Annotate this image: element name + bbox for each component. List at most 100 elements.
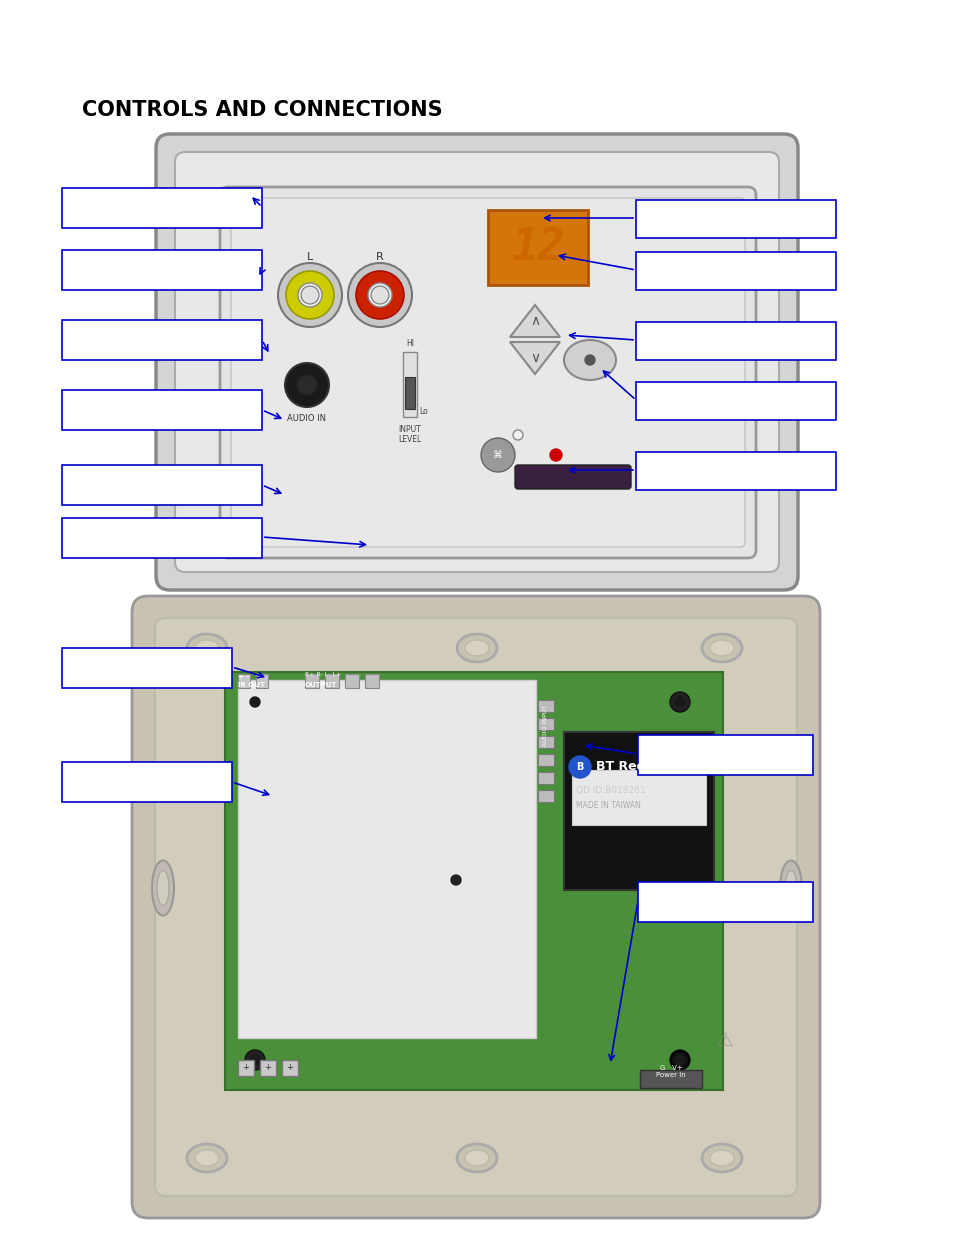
Text: OUTPUT: OUTPUT [305,682,337,688]
Text: B: B [576,762,583,772]
Bar [636,452,835,490]
Ellipse shape [709,1150,733,1166]
Circle shape [584,354,595,366]
Text: +: + [286,1063,294,1072]
Bar [563,732,713,890]
Text: ⌘: ⌘ [493,450,502,459]
Circle shape [301,287,318,304]
Bar [537,755,554,766]
Bar [225,672,722,1091]
Text: ∧: ∧ [529,314,539,329]
Circle shape [296,375,316,395]
Bar [537,700,554,713]
Text: MADE IN TAIWAN: MADE IN TAIWAN [576,802,640,810]
Circle shape [277,263,341,327]
Bar [402,352,416,417]
Bar [260,1060,275,1076]
Text: Lo: Lo [418,406,427,415]
Circle shape [480,438,515,472]
Circle shape [285,363,329,408]
Text: R: R [375,252,383,262]
Bar [62,648,232,688]
Circle shape [670,1051,688,1070]
Text: ∨: ∨ [529,351,539,366]
Text: AUDIO IN: AUDIO IN [287,414,326,424]
Text: QD ID:B018261: QD ID:B018261 [576,785,645,794]
FancyBboxPatch shape [174,152,779,572]
Bar [62,249,262,290]
Bar [537,736,554,748]
Bar [636,200,835,238]
Ellipse shape [784,871,796,905]
Bar [62,517,262,558]
Text: +: + [264,1063,272,1072]
Circle shape [675,1055,684,1065]
Ellipse shape [194,1150,219,1166]
Bar [255,674,268,688]
FancyBboxPatch shape [132,597,820,1218]
Text: IR OUT: IR OUT [237,682,265,688]
Bar [537,790,554,802]
Bar [62,188,262,228]
Bar [237,680,536,1037]
Text: HI: HI [406,338,414,348]
Ellipse shape [701,1144,741,1172]
Ellipse shape [456,634,497,662]
FancyBboxPatch shape [220,186,755,558]
Bar [405,377,415,409]
Bar [62,320,262,359]
Ellipse shape [563,340,616,380]
Circle shape [368,283,392,308]
Circle shape [669,692,689,713]
Bar [537,718,554,730]
Circle shape [286,270,334,319]
FancyBboxPatch shape [515,466,630,489]
Ellipse shape [456,1144,497,1172]
Circle shape [550,450,561,461]
Ellipse shape [464,640,489,656]
Bar [537,772,554,784]
Bar [638,882,812,923]
Text: L: L [307,252,313,262]
Bar [62,466,262,505]
Text: INPUT: INPUT [398,425,421,433]
Circle shape [568,756,590,778]
Bar [237,1060,253,1076]
Circle shape [355,270,403,319]
Bar [488,210,587,285]
Ellipse shape [194,640,219,656]
Text: AUDIO INPUT: AUDIO INPUT [543,705,548,746]
Ellipse shape [187,634,227,662]
Bar [639,1070,701,1088]
Bar [282,1060,297,1076]
Bar [365,674,378,688]
Text: LEVEL: LEVEL [398,435,421,445]
Bar [572,769,705,825]
Bar [305,674,318,688]
Text: +: + [242,1063,249,1072]
Text: + -: + - [237,674,249,680]
Bar [62,390,262,430]
Ellipse shape [709,640,733,656]
Ellipse shape [152,861,173,915]
Ellipse shape [701,634,741,662]
FancyBboxPatch shape [156,135,797,590]
Circle shape [669,1050,689,1070]
Circle shape [297,283,322,308]
Circle shape [447,871,464,889]
Bar [345,674,358,688]
Polygon shape [510,342,559,374]
Circle shape [513,430,522,440]
Bar [636,252,835,290]
Bar [325,674,338,688]
Text: R+ R- L- L+: R+ R- L- L+ [305,672,341,677]
Text: 12: 12 [511,226,564,269]
Ellipse shape [780,861,801,915]
Circle shape [245,692,265,713]
Text: BT Receiver: BT Receiver [596,761,679,773]
Bar [636,382,835,420]
Bar [638,735,812,776]
Circle shape [348,263,412,327]
Text: ⚠: ⚠ [716,1030,733,1050]
Ellipse shape [157,871,169,905]
